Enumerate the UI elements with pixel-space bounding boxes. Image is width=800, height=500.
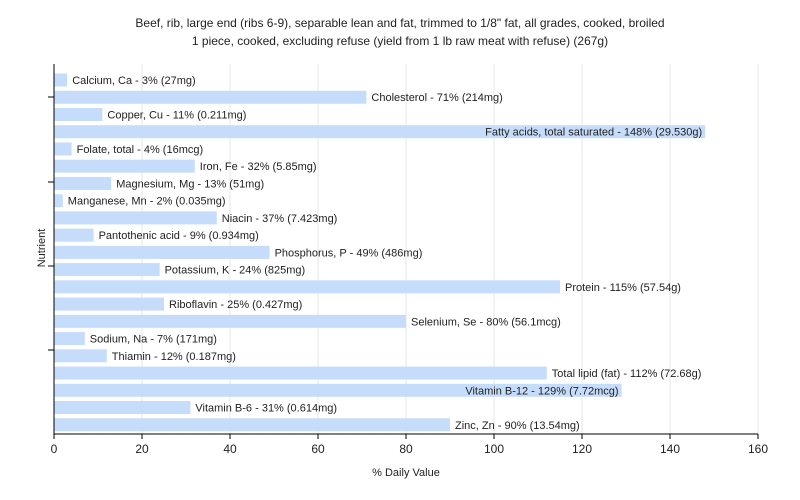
bar-label-4: Folate, total - 4% (16mcg) [77, 144, 204, 156]
bar-label-10: Phosphorus, P - 49% (486mg) [275, 247, 423, 259]
bar-15 [54, 332, 85, 346]
bar-label-16: Thiamin - 12% (0.187mg) [112, 351, 236, 363]
bar-2 [54, 107, 103, 121]
bar-label-18: Vitamin B-12 - 129% (7.72mcg) [465, 385, 618, 397]
x-tick-label-0: 0 [51, 442, 58, 456]
bar-label-9: Pantothenic acid - 9% (0.934mg) [99, 230, 259, 242]
x-tick-label-3: 60 [311, 442, 325, 456]
bar-label-6: Magnesium, Mg - 13% (51mg) [116, 178, 264, 190]
bar-label-15: Sodium, Na - 7% (171mg) [90, 334, 217, 346]
chart-title-line-1: Beef, rib, large end (ribs 6-9), separab… [135, 16, 664, 30]
bar-17 [54, 366, 547, 380]
bar-19 [54, 401, 191, 415]
chart-title-line-2: 1 piece, cooked, excluding refuse (yield… [192, 34, 608, 48]
bar-label-11: Potassium, K - 24% (825mg) [165, 265, 306, 277]
x-ticks: 0 20 40 60 80 100 120 140 160 [51, 434, 768, 456]
bar-5 [54, 159, 195, 173]
x-tick-label-2: 40 [223, 442, 237, 456]
bar-label-20: Zinc, Zn - 90% (13.54mg) [455, 420, 580, 432]
bar-14 [54, 314, 406, 328]
bar-label-3: Fatty acids, total saturated - 148% (29.… [485, 127, 702, 139]
bar-13 [54, 297, 164, 311]
bar-4 [54, 142, 72, 156]
x-tick-label-5: 100 [484, 442, 504, 456]
bar-18 [54, 383, 622, 397]
bar-9 [54, 228, 94, 242]
bar-1 [54, 90, 367, 104]
bar-label-8: Niacin - 37% (7.423mg) [222, 213, 338, 225]
bar-label-19: Vitamin B-6 - 31% (0.614mg) [195, 403, 337, 415]
bar-20 [54, 418, 450, 432]
bars: Calcium, Ca - 3% (27mg) Cholesterol - 71%… [54, 73, 706, 432]
bar-label-2: Copper, Cu - 11% (0.211mg) [107, 109, 246, 121]
bar-label-0: Calcium, Ca - 3% (27mg) [72, 75, 195, 87]
bar-11 [54, 263, 160, 277]
bar-0 [54, 73, 68, 87]
x-tick-label-8: 160 [748, 442, 768, 456]
bar-label-17: Total lipid (fat) - 112% (72.68g) [552, 368, 702, 380]
bar-3 [54, 125, 706, 139]
y-axis-label: Nutrient [36, 229, 48, 268]
x-tick-label-6: 120 [572, 442, 592, 456]
bar-7 [54, 194, 63, 208]
bar-6 [54, 176, 112, 190]
x-tick-label-1: 20 [135, 442, 149, 456]
x-axis-label: % Daily Value [372, 467, 440, 479]
bar-label-1: Cholesterol - 71% (214mg) [371, 92, 502, 104]
bar-8 [54, 211, 217, 225]
x-tick-label-7: 140 [660, 442, 680, 456]
bar-label-5: Iron, Fe - 32% (5.85mg) [200, 161, 317, 173]
bar-10 [54, 245, 270, 259]
x-tick-label-4: 80 [399, 442, 413, 456]
bar-16 [54, 349, 107, 363]
bar-label-14: Selenium, Se - 80% (56.1mcg) [411, 316, 561, 328]
bar-label-7: Manganese, Mn - 2% (0.035mg) [68, 196, 226, 208]
bar-label-12: Protein - 115% (57.54g) [565, 282, 681, 294]
bar-12 [54, 280, 560, 294]
bar-label-13: Riboflavin - 25% (0.427mg) [169, 299, 302, 311]
